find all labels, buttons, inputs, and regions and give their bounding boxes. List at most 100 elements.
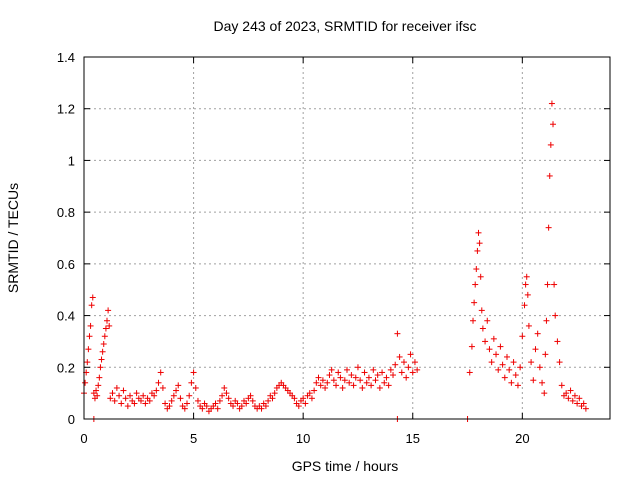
data-point xyxy=(499,361,506,368)
data-point xyxy=(262,403,269,410)
data-point xyxy=(105,307,112,314)
data-point xyxy=(528,359,535,366)
data-point xyxy=(466,369,473,376)
data-point xyxy=(137,397,144,404)
grid-lines xyxy=(84,57,610,419)
data-point xyxy=(308,395,315,402)
data-point xyxy=(337,374,344,381)
data-point xyxy=(199,405,206,412)
data-point xyxy=(99,348,106,355)
data-point xyxy=(348,372,355,379)
data-point xyxy=(571,392,578,399)
data-point xyxy=(243,400,250,407)
data-point xyxy=(379,369,386,376)
data-point xyxy=(522,281,529,288)
data-point xyxy=(532,346,539,353)
data-point xyxy=(390,372,397,379)
data-point xyxy=(113,384,120,391)
data-point xyxy=(84,359,91,366)
data-point xyxy=(181,405,188,412)
data-point xyxy=(490,335,497,342)
data-point xyxy=(574,400,581,407)
data-point xyxy=(403,374,410,381)
data-point xyxy=(223,390,230,397)
x-tick-label: 5 xyxy=(190,431,197,446)
data-point xyxy=(357,377,364,384)
data-point xyxy=(376,384,383,391)
data-point xyxy=(216,397,223,404)
data-point xyxy=(517,364,524,371)
data-point xyxy=(131,400,138,407)
data-point xyxy=(313,379,320,386)
y-axis-label: SRMTID / TECUs xyxy=(5,183,21,293)
data-point xyxy=(539,379,546,386)
data-point xyxy=(192,384,199,391)
data-point xyxy=(493,351,500,358)
data-point xyxy=(330,377,337,384)
data-point xyxy=(372,377,379,384)
data-point xyxy=(230,403,237,410)
data-point xyxy=(394,330,401,337)
data-point xyxy=(548,100,555,107)
data-point xyxy=(468,343,475,350)
data-point xyxy=(556,359,563,366)
data-point xyxy=(569,397,576,404)
data-point xyxy=(486,346,493,353)
data-point xyxy=(381,379,388,386)
data-point xyxy=(89,294,96,301)
data-point xyxy=(186,392,193,399)
data-point xyxy=(97,364,104,371)
data-point xyxy=(396,353,403,360)
data-point xyxy=(501,374,508,381)
data-point xyxy=(247,392,254,399)
data-point xyxy=(580,400,587,407)
data-point xyxy=(300,395,307,402)
data-point xyxy=(159,384,166,391)
data-point xyxy=(324,379,331,386)
data-point xyxy=(120,387,127,394)
data-point xyxy=(146,397,153,404)
data-point xyxy=(521,302,528,309)
data-point xyxy=(550,121,557,128)
data-point xyxy=(94,392,101,399)
data-point xyxy=(326,372,333,379)
data-point xyxy=(140,392,147,399)
y-tick-label: 1.4 xyxy=(57,50,75,65)
data-point xyxy=(361,369,368,376)
data-point xyxy=(547,141,554,148)
data-point xyxy=(107,395,114,402)
y-tick-label: 0.2 xyxy=(57,360,75,375)
data-point xyxy=(157,369,164,376)
data-points xyxy=(81,100,589,422)
data-point xyxy=(265,397,272,404)
data-point xyxy=(162,400,169,407)
data-point xyxy=(471,299,478,306)
data-point xyxy=(87,322,94,329)
data-point xyxy=(411,359,418,366)
data-point xyxy=(311,387,318,394)
data-point xyxy=(93,387,100,394)
data-point xyxy=(354,364,361,371)
data-point xyxy=(542,351,549,358)
x-tick-label: 0 xyxy=(80,431,87,446)
data-point xyxy=(315,374,322,381)
y-tick-label: 0 xyxy=(68,412,75,427)
data-point xyxy=(400,359,407,366)
data-point xyxy=(525,322,532,329)
data-point xyxy=(88,302,95,309)
data-point xyxy=(168,397,175,404)
data-point xyxy=(383,374,390,381)
data-point xyxy=(190,369,197,376)
data-point xyxy=(475,229,482,236)
data-point xyxy=(479,325,486,332)
data-point xyxy=(142,400,149,407)
data-point xyxy=(173,387,180,394)
data-point xyxy=(106,322,113,329)
data-point xyxy=(269,395,276,402)
x-tick-label: 10 xyxy=(296,431,310,446)
data-point xyxy=(116,392,123,399)
data-point xyxy=(374,372,381,379)
data-point xyxy=(166,403,173,410)
data-point xyxy=(249,397,256,404)
data-point xyxy=(339,384,346,391)
